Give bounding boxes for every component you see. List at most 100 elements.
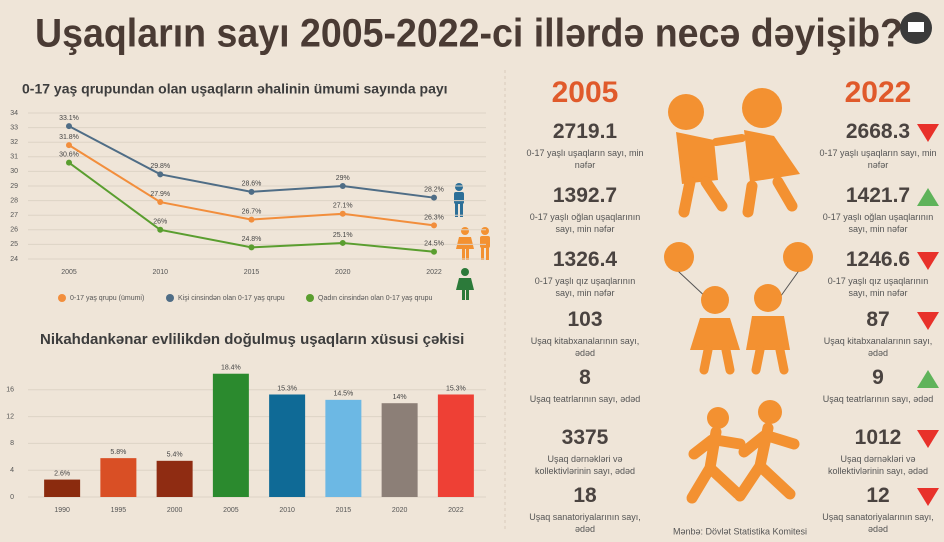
value-label: 30.6% [59, 151, 79, 158]
value-label: 14.5% [333, 391, 353, 398]
point [248, 244, 255, 251]
value-label: 18.4% [221, 365, 241, 372]
y-tick-label: 25 [10, 241, 18, 248]
x-tick-label: 1995 [111, 507, 127, 514]
trend-arrow [917, 312, 939, 330]
value-label: 28.2% [424, 187, 444, 194]
point [431, 194, 437, 201]
chart-title: 0-17 yaş qrupundan olan uşaqların əhalin… [22, 81, 448, 97]
value-label: 5.4% [167, 452, 183, 459]
point [66, 142, 72, 149]
stat-value: 1326.4 [552, 248, 618, 271]
stat-value: 3375 [561, 426, 609, 449]
value-label: 24.8% [242, 236, 262, 243]
value-label: 2.6% [54, 470, 70, 477]
value-label: 29% [336, 175, 350, 182]
stat-value: 2668.3 [845, 120, 911, 143]
bar [212, 373, 249, 497]
x-tick-label: 2022 [448, 507, 464, 514]
y-tick-label: 16 [6, 387, 14, 394]
stat-value: 103 [567, 308, 603, 331]
value-label: 24.5% [424, 241, 444, 248]
point [339, 183, 346, 189]
value-label: 29.8% [150, 163, 170, 170]
value-label: 33.1% [59, 115, 79, 122]
x-tick-label: 2020 [335, 269, 351, 276]
trend-arrow [917, 370, 939, 388]
value-label: 26.3% [424, 214, 444, 221]
stat-value: 1421.7 [845, 184, 911, 207]
stat-value: 2719.1 [552, 120, 618, 143]
value-label: 14% [393, 394, 407, 401]
y-tick-label: 27 [10, 212, 18, 219]
point [157, 226, 164, 233]
legend-label: Kişi cinsindən olan 0-17 yaş qrupu [178, 295, 285, 302]
stat-value: 87 [866, 308, 890, 331]
value-label: 26% [153, 219, 167, 226]
trend-arrow [917, 430, 939, 448]
legend-marker [166, 294, 174, 302]
stat-label: 0-17 yaşlı qız uşaqlarının sayı, min nəf… [534, 276, 636, 298]
value-label: 5.8% [110, 449, 126, 456]
bar [100, 458, 137, 497]
trend-arrow [917, 252, 939, 270]
y-tick-label: 30 [10, 168, 18, 175]
stat-label: 0-17 yaşlı uşaqların sayı, min nəfər [819, 148, 937, 170]
x-tick-label: 2005 [61, 269, 77, 276]
screen-icon-glyph [908, 22, 924, 32]
source: Mənbə: Dövlət Statistika Komitesi [673, 526, 807, 536]
y-tick-label: 0 [10, 494, 14, 501]
y-tick-label: 24 [10, 256, 18, 263]
x-tick-label: 2015 [336, 507, 352, 514]
x-tick-label: 1990 [54, 507, 70, 514]
y-tick-label: 32 [10, 139, 18, 146]
value-label: 31.8% [59, 134, 79, 141]
x-tick-label: 2020 [392, 507, 408, 514]
trend-arrow [917, 188, 939, 206]
x-tick-label: 2005 [223, 507, 239, 514]
y-tick-label: 29 [10, 183, 18, 190]
value-label: 25.1% [333, 232, 353, 239]
stat-label: Uşaq dərnəkləri və kollektivlərinin sayı… [534, 454, 636, 476]
kids-illustration [664, 88, 813, 504]
y-tick-label: 33 [10, 124, 18, 131]
female-icon [456, 268, 474, 300]
stat-label: Uşaq dərnəkləri və kollektivlərinin sayı… [827, 454, 929, 476]
value-label: 28.6% [242, 181, 262, 188]
bar [269, 394, 306, 497]
stat-label: 0-17 yaşlı oğlan uşaqlarının sayı, min n… [529, 212, 641, 234]
stat-label: 0-17 yaşlı oğlan uşaqlarının sayı, min n… [822, 212, 934, 234]
point [248, 188, 255, 195]
y-tick-label: 28 [10, 197, 18, 204]
stat-value: 12 [866, 484, 890, 507]
point [431, 248, 437, 255]
value-label: 15.3% [277, 385, 297, 392]
y-tick-label: 4 [10, 467, 14, 474]
stat-label: Uşaq kitabxanalarının sayı, ədəd [530, 336, 640, 358]
stat-value: 18 [573, 484, 597, 507]
x-tick-label: 2022 [426, 269, 442, 276]
point [248, 216, 255, 223]
value-label: 15.3% [446, 385, 466, 392]
trend-arrow [917, 124, 939, 142]
bar [156, 460, 193, 497]
y-tick-label: 8 [10, 440, 14, 447]
y-tick-label: 31 [10, 154, 18, 161]
bar [325, 399, 362, 497]
point [339, 210, 346, 217]
trend-arrow [917, 488, 939, 506]
bar [437, 394, 474, 497]
point [339, 239, 346, 246]
bar [381, 403, 418, 497]
x-tick-label: 2010 [152, 269, 168, 276]
stat-label: 0-17 yaşlı uşaqların sayı, min nəfər [526, 148, 644, 170]
stat-value: 8 [579, 366, 591, 389]
page-title: Uşaqların sayı 2005-2022-ci illərdə necə… [35, 12, 903, 56]
point [157, 199, 164, 206]
stat-value: 1012 [854, 426, 902, 449]
couple-icon [456, 227, 490, 260]
point [66, 123, 72, 130]
legend-label: Qadın cinsindən olan 0-17 yaş qrupu [318, 295, 433, 302]
y-tick-label: 26 [10, 227, 18, 234]
